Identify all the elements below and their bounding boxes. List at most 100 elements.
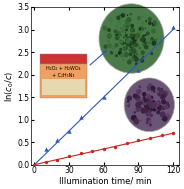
- Circle shape: [126, 42, 131, 46]
- Circle shape: [116, 25, 118, 27]
- Circle shape: [159, 96, 161, 97]
- Circle shape: [139, 29, 142, 31]
- Circle shape: [145, 27, 146, 29]
- Point: [56, 139, 59, 142]
- Circle shape: [162, 116, 168, 122]
- Circle shape: [126, 19, 130, 23]
- Point: [137, 139, 140, 142]
- Circle shape: [135, 43, 139, 47]
- Circle shape: [156, 91, 159, 94]
- Circle shape: [139, 101, 142, 105]
- Circle shape: [148, 22, 150, 24]
- Circle shape: [159, 88, 164, 93]
- Circle shape: [130, 13, 131, 14]
- Circle shape: [115, 54, 118, 57]
- Circle shape: [116, 16, 121, 20]
- Circle shape: [119, 40, 124, 44]
- Circle shape: [129, 43, 134, 48]
- Circle shape: [150, 52, 153, 55]
- Point: [79, 152, 82, 155]
- Circle shape: [146, 31, 150, 35]
- Circle shape: [149, 27, 150, 28]
- Circle shape: [141, 27, 142, 28]
- Circle shape: [164, 113, 170, 120]
- Point: [102, 147, 105, 150]
- Circle shape: [109, 18, 113, 22]
- Circle shape: [147, 87, 148, 88]
- Circle shape: [148, 101, 150, 103]
- Circle shape: [161, 99, 166, 105]
- Circle shape: [123, 48, 126, 51]
- Circle shape: [131, 38, 132, 40]
- Circle shape: [149, 100, 154, 105]
- Circle shape: [118, 51, 122, 55]
- Circle shape: [161, 107, 164, 110]
- Point: [56, 159, 59, 162]
- Circle shape: [139, 106, 141, 108]
- Circle shape: [114, 29, 117, 33]
- Circle shape: [127, 15, 128, 16]
- Circle shape: [140, 28, 142, 30]
- Bar: [40, 54, 87, 64]
- Circle shape: [149, 103, 155, 108]
- Circle shape: [125, 14, 126, 15]
- Circle shape: [130, 33, 132, 36]
- Circle shape: [125, 38, 130, 43]
- Circle shape: [152, 22, 153, 24]
- Circle shape: [151, 99, 153, 101]
- Point: [172, 26, 175, 29]
- Circle shape: [132, 37, 133, 39]
- Circle shape: [153, 108, 157, 112]
- Point: [137, 69, 140, 72]
- Circle shape: [141, 99, 145, 104]
- Circle shape: [142, 35, 145, 38]
- Circle shape: [154, 102, 159, 107]
- Circle shape: [137, 98, 140, 101]
- Circle shape: [163, 93, 167, 97]
- Circle shape: [143, 40, 147, 44]
- Circle shape: [134, 111, 136, 114]
- Circle shape: [134, 36, 138, 40]
- Circle shape: [146, 98, 150, 102]
- Circle shape: [138, 85, 141, 88]
- Circle shape: [161, 100, 163, 102]
- Circle shape: [134, 39, 135, 40]
- Circle shape: [144, 105, 146, 107]
- X-axis label: Illumination time/ min: Illumination time/ min: [59, 177, 151, 186]
- Circle shape: [132, 36, 136, 40]
- Circle shape: [134, 54, 138, 58]
- Circle shape: [165, 116, 166, 118]
- Circle shape: [129, 36, 133, 41]
- Circle shape: [119, 14, 121, 16]
- Circle shape: [149, 105, 152, 108]
- Circle shape: [129, 41, 131, 43]
- Circle shape: [148, 100, 149, 102]
- Circle shape: [156, 38, 158, 40]
- Circle shape: [142, 101, 146, 106]
- Circle shape: [148, 106, 153, 112]
- Circle shape: [131, 45, 135, 49]
- Circle shape: [121, 13, 125, 18]
- Circle shape: [151, 41, 156, 46]
- Bar: [40, 64, 87, 98]
- Circle shape: [124, 78, 174, 132]
- Point: [114, 145, 117, 148]
- Circle shape: [103, 44, 108, 49]
- Circle shape: [116, 34, 118, 36]
- Circle shape: [151, 90, 153, 93]
- Circle shape: [121, 41, 124, 45]
- Circle shape: [153, 91, 155, 93]
- Circle shape: [125, 34, 128, 37]
- Circle shape: [130, 38, 132, 41]
- Circle shape: [135, 94, 139, 99]
- Circle shape: [153, 108, 155, 111]
- Circle shape: [136, 36, 137, 38]
- Circle shape: [142, 42, 145, 44]
- Circle shape: [124, 44, 126, 47]
- Circle shape: [123, 24, 128, 29]
- Circle shape: [139, 26, 142, 29]
- Circle shape: [147, 100, 152, 105]
- Circle shape: [148, 120, 152, 123]
- Point: [45, 161, 47, 164]
- Circle shape: [126, 17, 131, 23]
